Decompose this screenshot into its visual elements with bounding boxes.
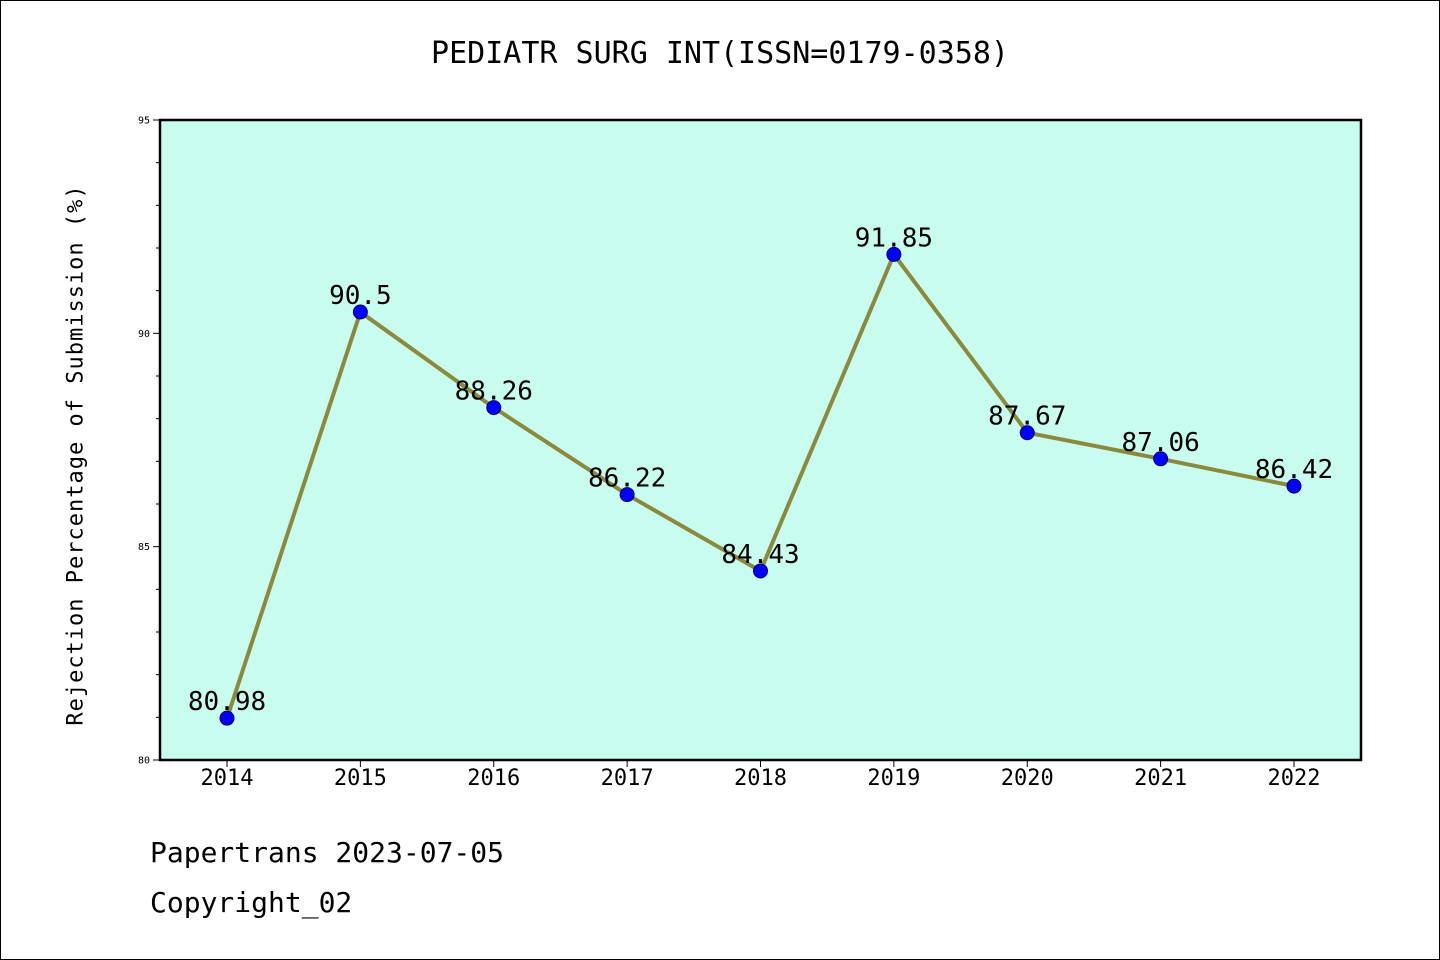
- plot-area: [158, 118, 1363, 762]
- data-point: [1019, 425, 1035, 441]
- data-label: 80.98: [188, 687, 266, 717]
- x-tick-label: 2018: [734, 766, 787, 791]
- y-axis: 80 85 90 95: [138, 116, 160, 767]
- data-point: [1286, 478, 1302, 494]
- data-label: 84.43: [721, 540, 799, 570]
- data-point: [352, 304, 368, 320]
- data-label: 86.42: [1255, 455, 1333, 485]
- data-labels: 80.98 90.5 88.26 86.22 84.43 91.85 87.67 87.06 8…: [188, 223, 1333, 717]
- x-tick-label: 2021: [1134, 766, 1187, 791]
- data-label: 87.67: [988, 402, 1066, 432]
- x-axis: 2014 2015 2016 2017 2018 2019 2020 2021 2022: [201, 760, 1321, 791]
- data-label: 90.5: [329, 281, 392, 311]
- x-tick-label: 2015: [334, 766, 387, 791]
- x-tick-label: 2017: [601, 766, 654, 791]
- data-point: [753, 563, 768, 579]
- data-point: [219, 710, 235, 726]
- y-tick-label: 85: [138, 542, 150, 553]
- data-label: 86.22: [588, 464, 666, 494]
- data-point: [619, 487, 635, 503]
- x-tick-label: 2014: [201, 766, 254, 791]
- x-tick-label: 2020: [1001, 766, 1054, 791]
- data-label: 88.26: [455, 377, 533, 407]
- data-points: [219, 246, 1302, 726]
- y-tick-label: 90: [138, 329, 150, 340]
- y-tick-label: 80: [138, 756, 150, 767]
- data-point: [486, 400, 502, 416]
- data-point: [1153, 451, 1169, 467]
- footer-copyright: Copyright_02: [150, 886, 353, 919]
- data-label: 87.06: [1121, 428, 1199, 458]
- y-tick-label: 95: [138, 116, 150, 127]
- x-tick-label: 2016: [467, 766, 520, 791]
- footer-date: Papertrans 2023-07-05: [150, 836, 505, 869]
- x-tick-label: 2019: [867, 766, 920, 791]
- chart-title: PEDIATR SURG INT(ISSN=0179-0358): [431, 36, 1009, 71]
- data-label: 91.85: [855, 223, 933, 253]
- x-tick-label: 2022: [1268, 766, 1321, 791]
- data-point: [886, 246, 902, 262]
